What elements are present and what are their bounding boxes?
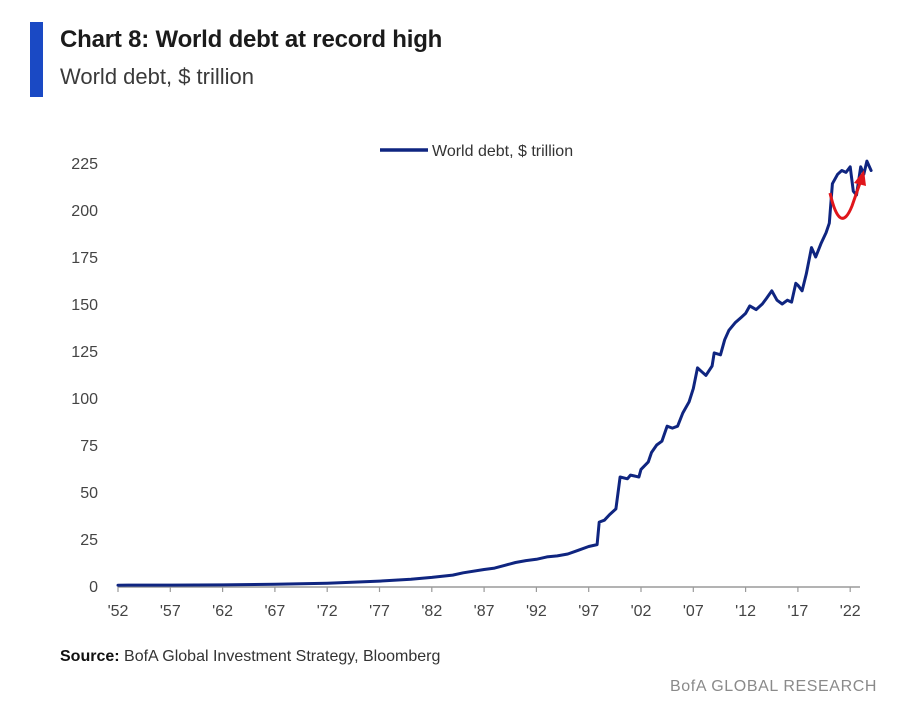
- y-tick-label: 25: [80, 532, 98, 549]
- arrow-head: [854, 170, 866, 186]
- x-tick-label: '92: [526, 603, 547, 620]
- y-axis: 0 25 50 75 100 125 150 175 200 225: [71, 156, 98, 596]
- x-tick-label: '07: [683, 603, 704, 620]
- y-tick-label: 175: [71, 250, 98, 267]
- x-tick-label: '67: [264, 603, 285, 620]
- legend: World debt, $ trillion: [380, 143, 573, 160]
- y-tick-label: 200: [71, 203, 98, 220]
- x-tick-label: '02: [631, 603, 652, 620]
- x-tick-label: '17: [787, 603, 808, 620]
- y-tick-label: 50: [80, 485, 98, 502]
- source-label: Source:: [60, 648, 120, 665]
- x-tick-label: '77: [369, 603, 390, 620]
- x-tick-label: '57: [160, 603, 181, 620]
- y-tick-label: 150: [71, 297, 98, 314]
- x-tick-label: '72: [317, 603, 338, 620]
- x-tick-label: '82: [421, 603, 442, 620]
- legend-label: World debt, $ trillion: [432, 143, 573, 160]
- x-tick-label: '97: [578, 603, 599, 620]
- arrow-curve: [828, 182, 862, 220]
- x-axis: '52 '57 '62 '67 '72 '77 '82 '87 '92 '97 '02 '07 '12 '…: [108, 586, 861, 620]
- y-tick-label: 0: [89, 579, 98, 596]
- x-tick-label: '22: [840, 603, 861, 620]
- brand-footer: BofA GLOBAL RESEARCH: [670, 678, 878, 695]
- y-tick-label: 125: [71, 344, 98, 361]
- y-tick-label: 225: [71, 156, 98, 173]
- series-line-world-debt: [116, 159, 873, 587]
- accent-bar: [30, 22, 43, 97]
- chart-title: Chart 8: World debt at record high: [60, 26, 443, 53]
- source-line: Source: BofA Global Investment Strategy,…: [60, 648, 440, 666]
- x-tick-label: '12: [735, 603, 756, 620]
- rebound-arrow-annotation: [828, 170, 866, 220]
- source-text: BofA Global Investment Strategy, Bloombe…: [124, 648, 441, 665]
- chart-subtitle: World debt, $ trillion: [60, 64, 255, 89]
- x-tick-label: '52: [108, 603, 129, 620]
- x-tick-label: '62: [212, 603, 233, 620]
- y-tick-label: 75: [80, 438, 98, 455]
- y-tick-label: 100: [71, 391, 98, 408]
- x-tick-label: '87: [474, 603, 495, 620]
